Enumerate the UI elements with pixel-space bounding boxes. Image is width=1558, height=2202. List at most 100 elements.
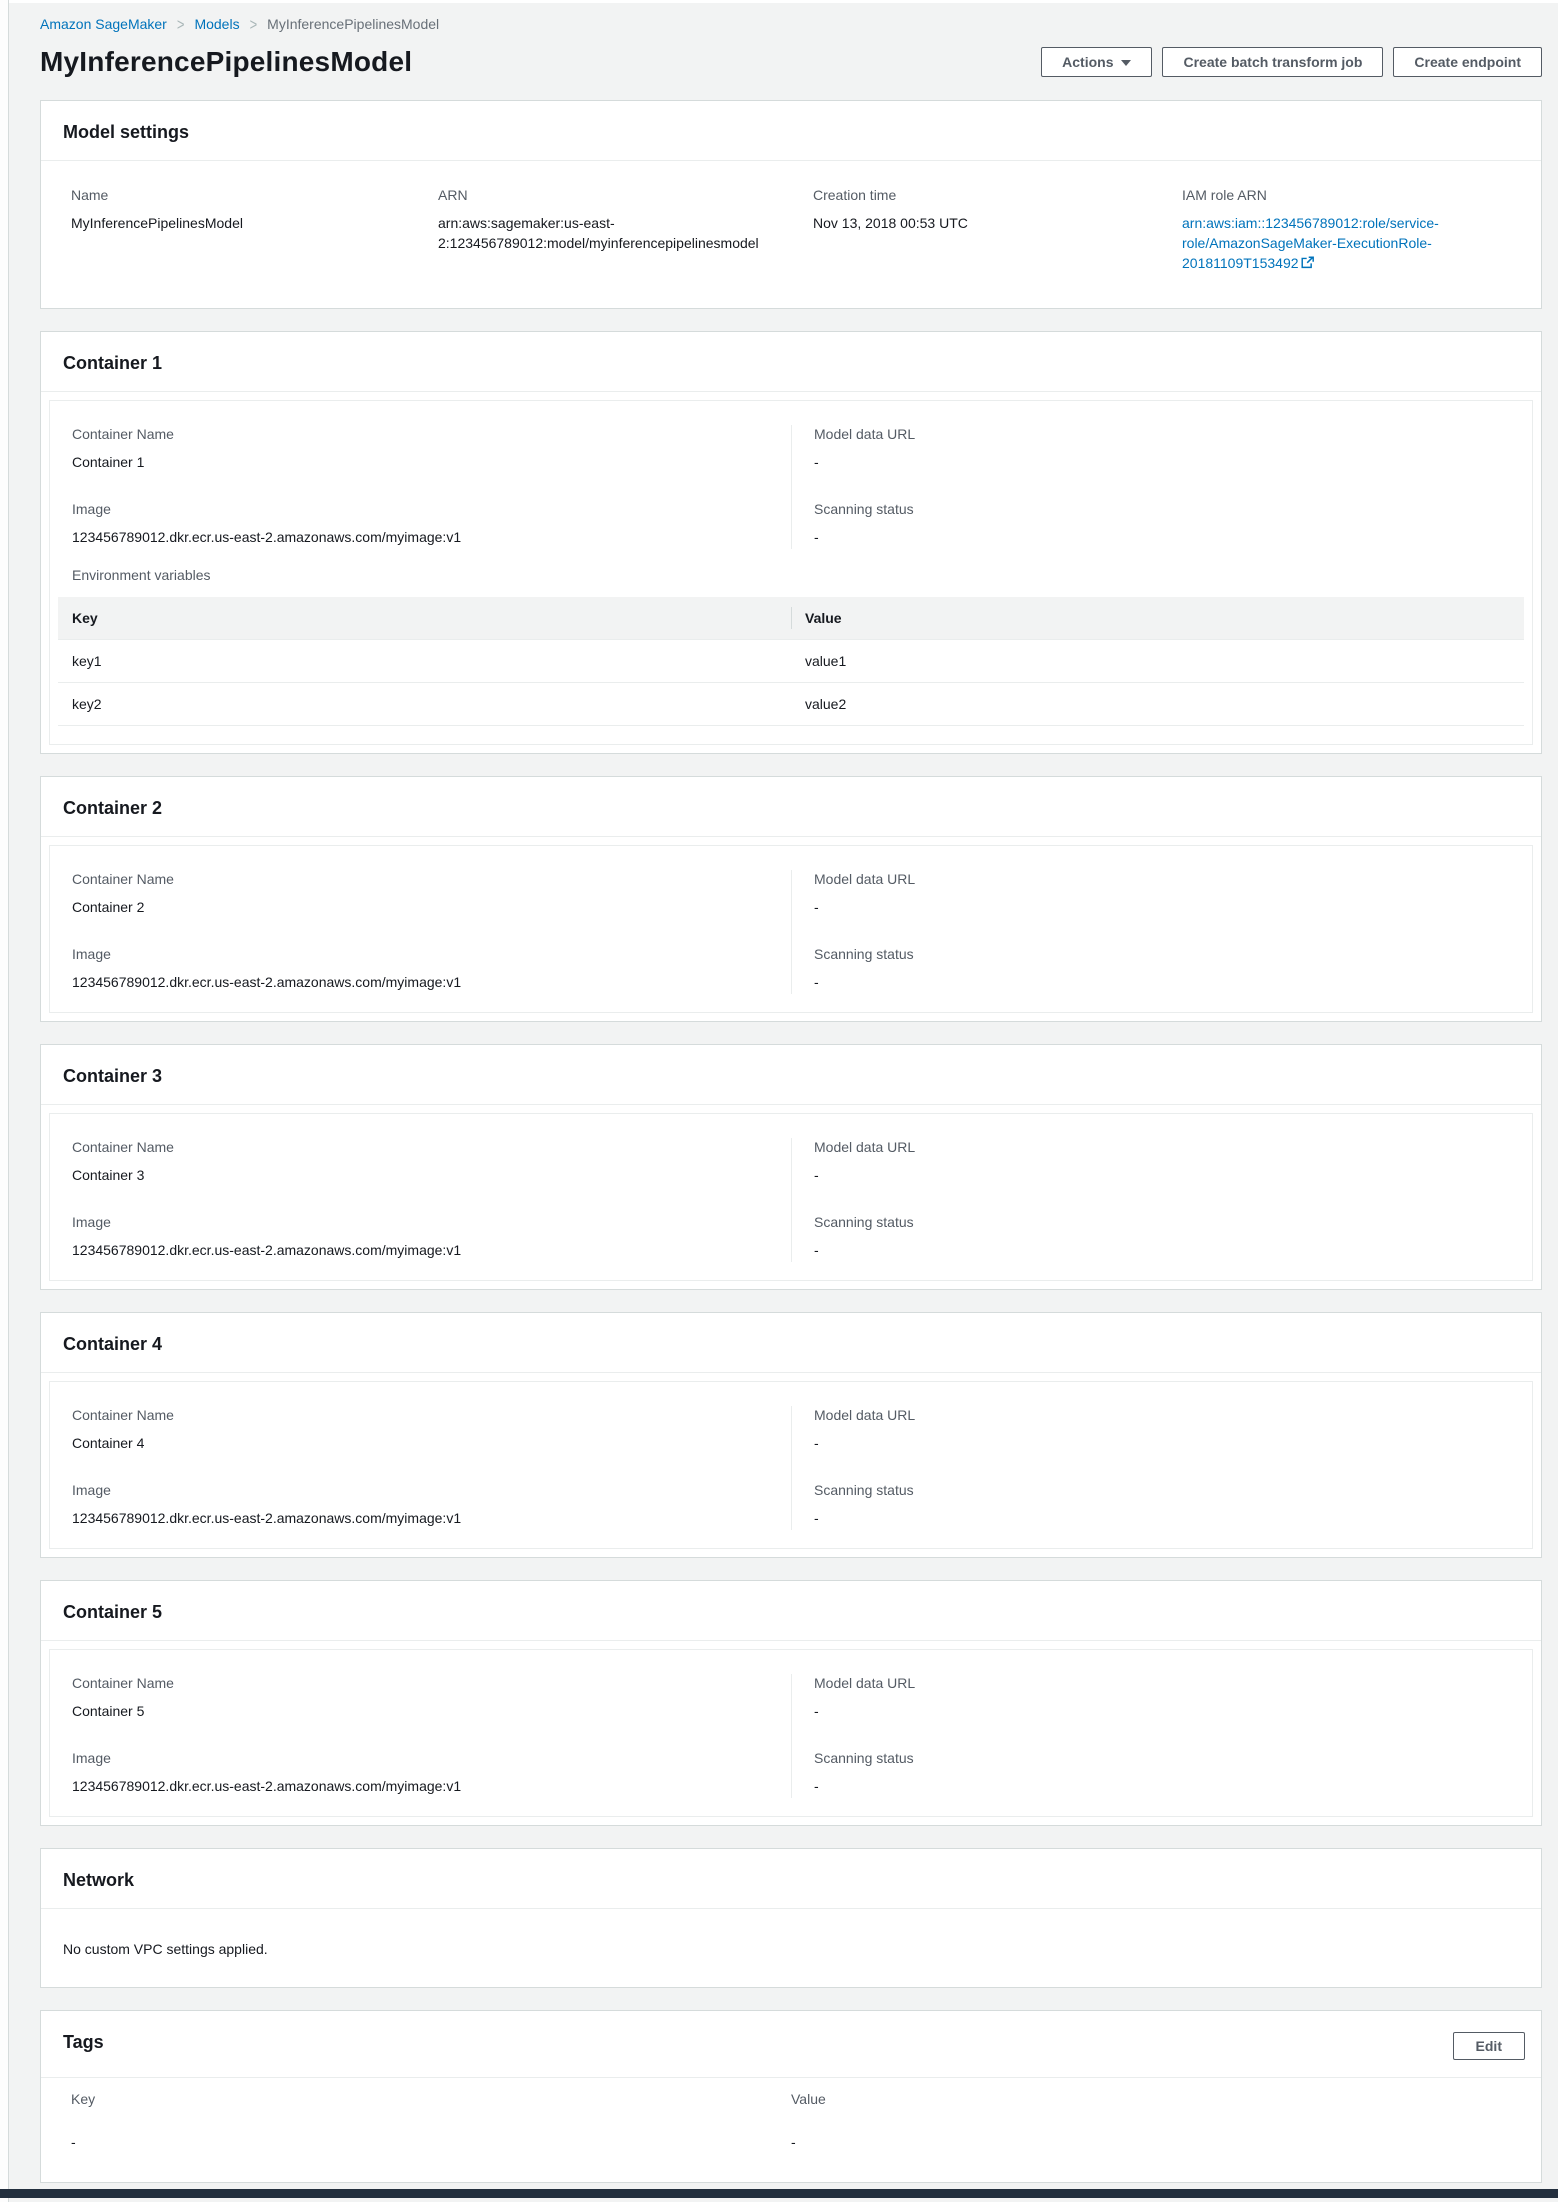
actions-dropdown-button[interactable]: Actions <box>1041 47 1153 77</box>
env-vars-table: Key Value key1 value1 key2 value2 <box>58 597 1524 726</box>
tags-value-column: Value - <box>791 2090 1511 2152</box>
chevron-right-icon: > <box>176 14 185 34</box>
field-value: MyInferencePipelinesModel <box>71 215 243 231</box>
model-settings-title: Model settings <box>63 122 190 142</box>
breadcrumb-link-models[interactable]: Models <box>194 16 240 32</box>
container-header: Container 2 <box>41 777 1541 837</box>
field-label: Model data URL <box>814 426 916 442</box>
container-card: Container 3 Container Name Container 3 I… <box>40 1044 1542 1290</box>
page-title: MyInferencePipelinesModel <box>40 46 413 77</box>
chevron-right-icon: > <box>249 14 258 34</box>
field-label: Container Name <box>72 1139 174 1155</box>
field-value: 123456789012.dkr.ecr.us-east-2.amazonaws… <box>72 529 462 545</box>
container-right-column: Model data URL - Scanning status - <box>791 1674 1532 1798</box>
tags-header: Tags Edit <box>41 2011 1541 2078</box>
container-header: Container 4 <box>41 1313 1541 1373</box>
field-scanning-status: Scanning status - <box>814 945 1510 992</box>
edit-tags-button[interactable]: Edit <box>1452 2032 1525 2060</box>
env-value-header: Value <box>791 597 1524 639</box>
field-label: Image <box>72 1482 111 1498</box>
env-table-header-row: Key Value <box>58 597 1524 639</box>
field-value: Container 2 <box>72 899 145 915</box>
container-left-column: Container Name Container 4 Image 1234567… <box>50 1406 791 1530</box>
container-right-column: Model data URL - Scanning status - <box>791 870 1532 994</box>
field-image: Image 123456789012.dkr.ecr.us-east-2.ama… <box>72 1749 769 1796</box>
container-left-column: Container Name Container 5 Image 1234567… <box>50 1674 791 1798</box>
tags-title: Tags <box>63 2032 104 2052</box>
caret-down-icon <box>1121 60 1132 67</box>
window-top-strip <box>0 0 1558 3</box>
field-label: Model data URL <box>814 1675 916 1691</box>
tags-value-header: Value <box>791 2091 826 2107</box>
field-creation-time: Creation time Nov 13, 2018 00:53 UTC <box>813 186 1182 274</box>
network-card: Network No custom VPC settings applied. <box>40 1848 1542 1988</box>
breadcrumb: Amazon SageMaker > Models > MyInferenceP… <box>40 14 1542 34</box>
field-label: Image <box>72 946 111 962</box>
field-label: Container Name <box>72 426 174 442</box>
container-title: Container 3 <box>63 1066 163 1086</box>
container-body: Container Name Container 1 Image 1234567… <box>41 392 1541 753</box>
env-key-header: Key <box>72 610 98 626</box>
breadcrumb-current: MyInferencePipelinesModel <box>267 16 440 32</box>
breadcrumb-link-sagemaker[interactable]: Amazon SageMaker <box>40 16 167 32</box>
tags-key-header: Key <box>71 2091 96 2107</box>
network-status-text: No custom VPC settings applied. <box>63 1941 268 1957</box>
container-right-column: Model data URL - Scanning status - <box>791 1138 1532 1262</box>
field-container-name: Container Name Container 2 <box>72 870 769 917</box>
container-header: Container 1 <box>41 332 1541 392</box>
field-scanning-status: Scanning status - <box>814 1213 1510 1260</box>
container-card: Container 4 Container Name Container 4 I… <box>40 1312 1542 1558</box>
page-header: MyInferencePipelinesModel Actions Create… <box>40 46 1542 78</box>
field-value: 123456789012.dkr.ecr.us-east-2.amazonaws… <box>72 1778 462 1794</box>
field-scanning-status: Scanning status - <box>814 1481 1510 1528</box>
create-batch-transform-job-button[interactable]: Create batch transform job <box>1162 47 1384 77</box>
create-endpoint-button[interactable]: Create endpoint <box>1393 47 1542 77</box>
field-value: - <box>814 1778 819 1794</box>
field-label: Model data URL <box>814 871 916 887</box>
field-image: Image 123456789012.dkr.ecr.us-east-2.ama… <box>72 500 769 547</box>
container-left-column: Container Name Container 1 Image 1234567… <box>50 425 791 549</box>
field-label: Creation time <box>813 187 897 203</box>
external-link-icon[interactable] <box>1301 254 1314 274</box>
field-image: Image 123456789012.dkr.ecr.us-east-2.ama… <box>72 1481 769 1528</box>
iam-role-arn-link[interactable]: arn:aws:iam::123456789012:role/service-r… <box>1182 215 1439 271</box>
container-title: Container 2 <box>63 798 163 818</box>
field-label: Scanning status <box>814 1214 914 1230</box>
field-value: - <box>814 1510 819 1526</box>
field-value: arn:aws:sagemaker:us-east-2:123456789012… <box>438 215 759 251</box>
field-value: 123456789012.dkr.ecr.us-east-2.amazonaws… <box>72 1510 462 1526</box>
container-right-column: Model data URL - Scanning status - <box>791 425 1532 549</box>
field-value: Nov 13, 2018 00:53 UTC <box>813 215 968 231</box>
container-left-column: Container Name Container 3 Image 1234567… <box>50 1138 791 1262</box>
field-image: Image 123456789012.dkr.ecr.us-east-2.ama… <box>72 945 769 992</box>
page: Amazon SageMaker > Models > MyInferenceP… <box>10 0 1558 2183</box>
env-table-row: key2 value2 <box>58 682 1524 725</box>
container-title: Container 5 <box>63 1602 163 1622</box>
containers-list: Container 1 Container Name Container 1 I… <box>40 331 1542 1826</box>
field-label: Image <box>72 1750 111 1766</box>
field-value: - <box>814 1703 819 1719</box>
field-label: Container Name <box>72 1675 174 1691</box>
field-scanning-status: Scanning status - <box>814 500 1510 547</box>
field-scanning-status: Scanning status - <box>814 1749 1510 1796</box>
env-key-cell: key1 <box>72 653 102 669</box>
field-model-data-url: Model data URL - <box>814 870 1510 917</box>
field-label: Scanning status <box>814 501 914 517</box>
container-body: Container Name Container 3 Image 1234567… <box>41 1105 1541 1289</box>
container-body: Container Name Container 2 Image 1234567… <box>41 837 1541 1021</box>
tags-key-column: Key - <box>71 2090 791 2152</box>
field-container-name: Container Name Container 4 <box>72 1406 769 1453</box>
container-body: Container Name Container 5 Image 1234567… <box>41 1641 1541 1825</box>
field-label: Name <box>71 187 109 203</box>
field-model-data-url: Model data URL - <box>814 1406 1510 1453</box>
env-value-cell: value1 <box>805 653 847 669</box>
container-header: Container 3 <box>41 1045 1541 1105</box>
field-container-name: Container Name Container 1 <box>72 425 769 472</box>
field-value: - <box>814 529 819 545</box>
field-value: - <box>814 1435 819 1451</box>
tags-body: Key - Value - <box>41 2078 1541 2182</box>
env-vars-section: Environment variables Key Value key1 val… <box>50 567 1532 726</box>
field-value: - <box>814 1242 819 1258</box>
field-value: - <box>814 974 819 990</box>
field-name: Name MyInferencePipelinesModel <box>71 186 438 274</box>
